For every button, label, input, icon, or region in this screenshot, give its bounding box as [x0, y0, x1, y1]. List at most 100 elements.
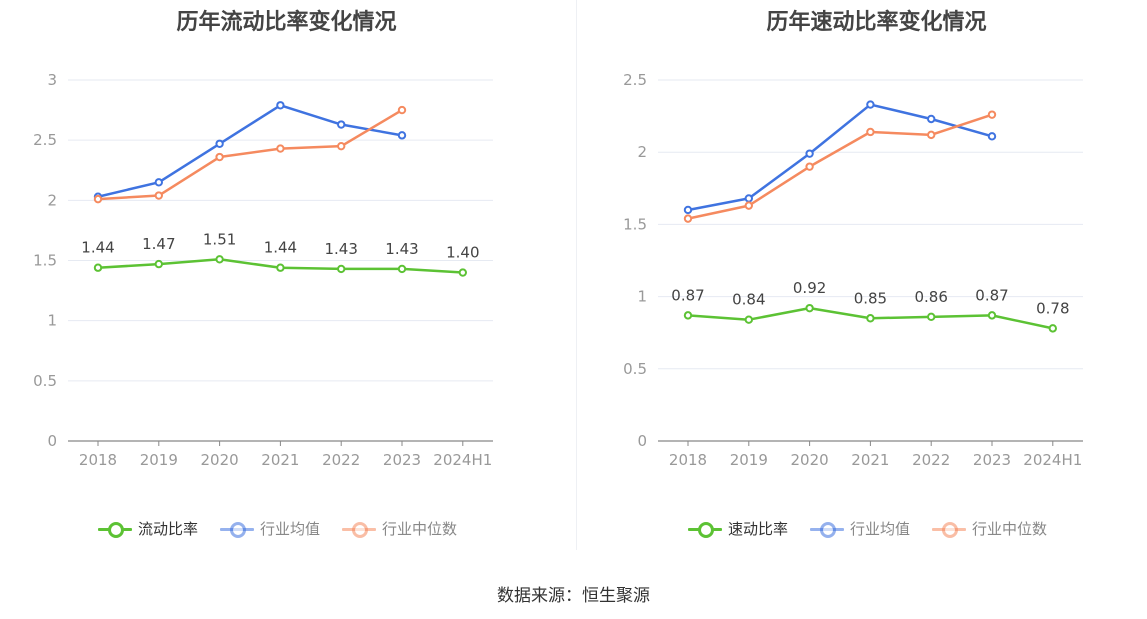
y-tick-label: 1.5: [623, 215, 647, 233]
legend-swatch-icon: [220, 521, 255, 538]
data-label: 0.85: [854, 289, 887, 307]
x-tick-label: 2020: [791, 451, 829, 469]
data-point-industry_avg: [397, 131, 407, 140]
data-point-industry_avg: [987, 132, 997, 141]
y-tick-label: 2: [47, 191, 57, 209]
series-line-industry_avg: [97, 104, 403, 198]
legend-swatch-icon: [810, 521, 845, 538]
series-line-industry_median: [687, 113, 993, 220]
data-label: 0.84: [732, 291, 765, 309]
data-point-company: [744, 315, 754, 324]
data-point-company: [1048, 324, 1057, 333]
data-point-industry_avg: [337, 120, 346, 129]
legend-item-industry_avg[interactable]: 行业均值: [220, 518, 320, 539]
x-tick-label: 2018: [79, 451, 117, 469]
legend-label: 行业均值: [850, 520, 911, 538]
legend-item-industry_avg[interactable]: 行业均值: [810, 518, 910, 539]
data-point-industry_avg: [154, 178, 164, 187]
data-point-industry_avg: [744, 194, 754, 203]
chart-title: 历年速动比率变化情况: [766, 10, 987, 35]
x-tick-label: 2018: [669, 451, 707, 469]
legend-item-company[interactable]: 流动比率: [98, 518, 198, 539]
chart-panel-quick-ratio: 历年速动比率变化情况 0 0.5 1 1.5 2 2.5 2018 2019 2020 2021 2…: [590, 0, 1147, 560]
data-point-industry_avg: [215, 139, 224, 148]
data-point-industry_median: [154, 191, 164, 200]
current-ratio-line-chart: 0 0.5 1 1.5 2 2.5 3 2018 2019 2020 2021 2022 2023 202…: [33, 71, 493, 469]
data-point-industry_median: [866, 127, 875, 137]
data-point-company: [683, 311, 693, 320]
legend-label: 行业中位数: [382, 520, 458, 538]
data-point-company: [154, 259, 164, 269]
data-point-company: [927, 312, 936, 322]
y-tick-label: 1.5: [33, 252, 57, 270]
legend-swatch-icon: [932, 521, 967, 538]
data-source-note: 数据来源：恒生聚源: [497, 586, 650, 606]
data-point-company: [215, 255, 224, 264]
y-tick-label: 0: [47, 432, 57, 450]
data-point-industry_median: [927, 130, 936, 140]
series-line-industry_avg: [687, 103, 993, 212]
x-tick-label: 2021: [261, 451, 299, 469]
data-label: 0.78: [1036, 299, 1069, 317]
data-point-company: [337, 264, 346, 274]
x-tick-label: 2022: [912, 451, 950, 469]
chart-panel-current-ratio: 历年流动比率变化情况 0 0.5 1 1.5 2 2.5 3 2018 2019 2020 2021…: [0, 0, 573, 560]
data-label: 0.86: [914, 288, 947, 306]
y-tick-label: 3: [47, 71, 57, 89]
x-tick-label: 2023: [383, 451, 421, 469]
data-point-industry_median: [93, 194, 103, 204]
data-label: 1.43: [324, 240, 357, 258]
data-point-company: [866, 314, 875, 323]
legend-swatch-icon: [342, 521, 377, 538]
data-point-company: [397, 264, 407, 274]
chart-title: 历年流动比率变化情况: [176, 10, 397, 35]
data-point-company: [458, 268, 467, 277]
data-point-industry_median: [397, 105, 407, 115]
data-label: 0.92: [793, 279, 826, 297]
y-tick-label: 2.5: [623, 71, 647, 89]
data-point-industry_avg: [805, 149, 814, 158]
y-tick-label: 0: [637, 432, 647, 450]
data-label: 0.87: [975, 286, 1008, 304]
chart-legend: 流动比率 行业均值 行业中位数: [98, 518, 457, 539]
data-point-industry_avg: [927, 114, 936, 124]
panel-divider: [576, 0, 577, 550]
quick-ratio-line-chart: 0 0.5 1 1.5 2 2.5 2018 2019 2020 2021 2022 2023 2024…: [623, 71, 1083, 469]
y-tick-label: 0.5: [623, 360, 647, 378]
x-tick-label: 2024H1: [433, 451, 492, 469]
x-tick-label: 2019: [140, 451, 178, 469]
legend-swatch-icon: [688, 521, 722, 538]
data-label: 0.87: [671, 286, 704, 304]
chart-legend: 速动比率 行业均值 行业中位数: [688, 518, 1047, 539]
data-point-company: [276, 263, 285, 272]
data-point-industry_avg: [866, 100, 875, 109]
y-tick-label: 2: [637, 143, 647, 161]
data-point-company: [805, 303, 814, 313]
y-tick-label: 1: [637, 288, 647, 306]
series-line-industry_median: [97, 109, 403, 201]
data-point-industry_median: [805, 162, 814, 171]
legend-item-company[interactable]: 速动比率: [688, 518, 788, 539]
legend-label: 速动比率: [728, 520, 789, 538]
data-point-industry_avg: [683, 205, 693, 215]
data-label: 1.47: [142, 235, 175, 253]
legend-item-industry_median[interactable]: 行业中位数: [342, 518, 457, 539]
x-tick-label: 2019: [730, 451, 768, 469]
x-tick-label: 2024H1: [1023, 451, 1082, 469]
data-label: 1.43: [385, 240, 418, 258]
data-point-industry_median: [215, 152, 224, 162]
data-point-industry_median: [337, 141, 346, 151]
legend-swatch-icon: [98, 521, 132, 538]
data-point-company: [987, 311, 997, 320]
legend-item-industry_median[interactable]: 行业中位数: [932, 518, 1047, 539]
data-label: 1.44: [81, 239, 114, 257]
y-tick-label: 1: [47, 312, 57, 330]
x-tick-label: 2021: [851, 451, 889, 469]
legend-label: 行业均值: [260, 520, 321, 538]
data-point-industry_median: [987, 110, 997, 119]
data-point-industry_median: [744, 201, 754, 210]
data-point-industry_median: [683, 214, 693, 223]
x-tick-label: 2022: [322, 451, 360, 469]
x-tick-label: 2023: [973, 451, 1011, 469]
data-point-company: [93, 263, 103, 272]
